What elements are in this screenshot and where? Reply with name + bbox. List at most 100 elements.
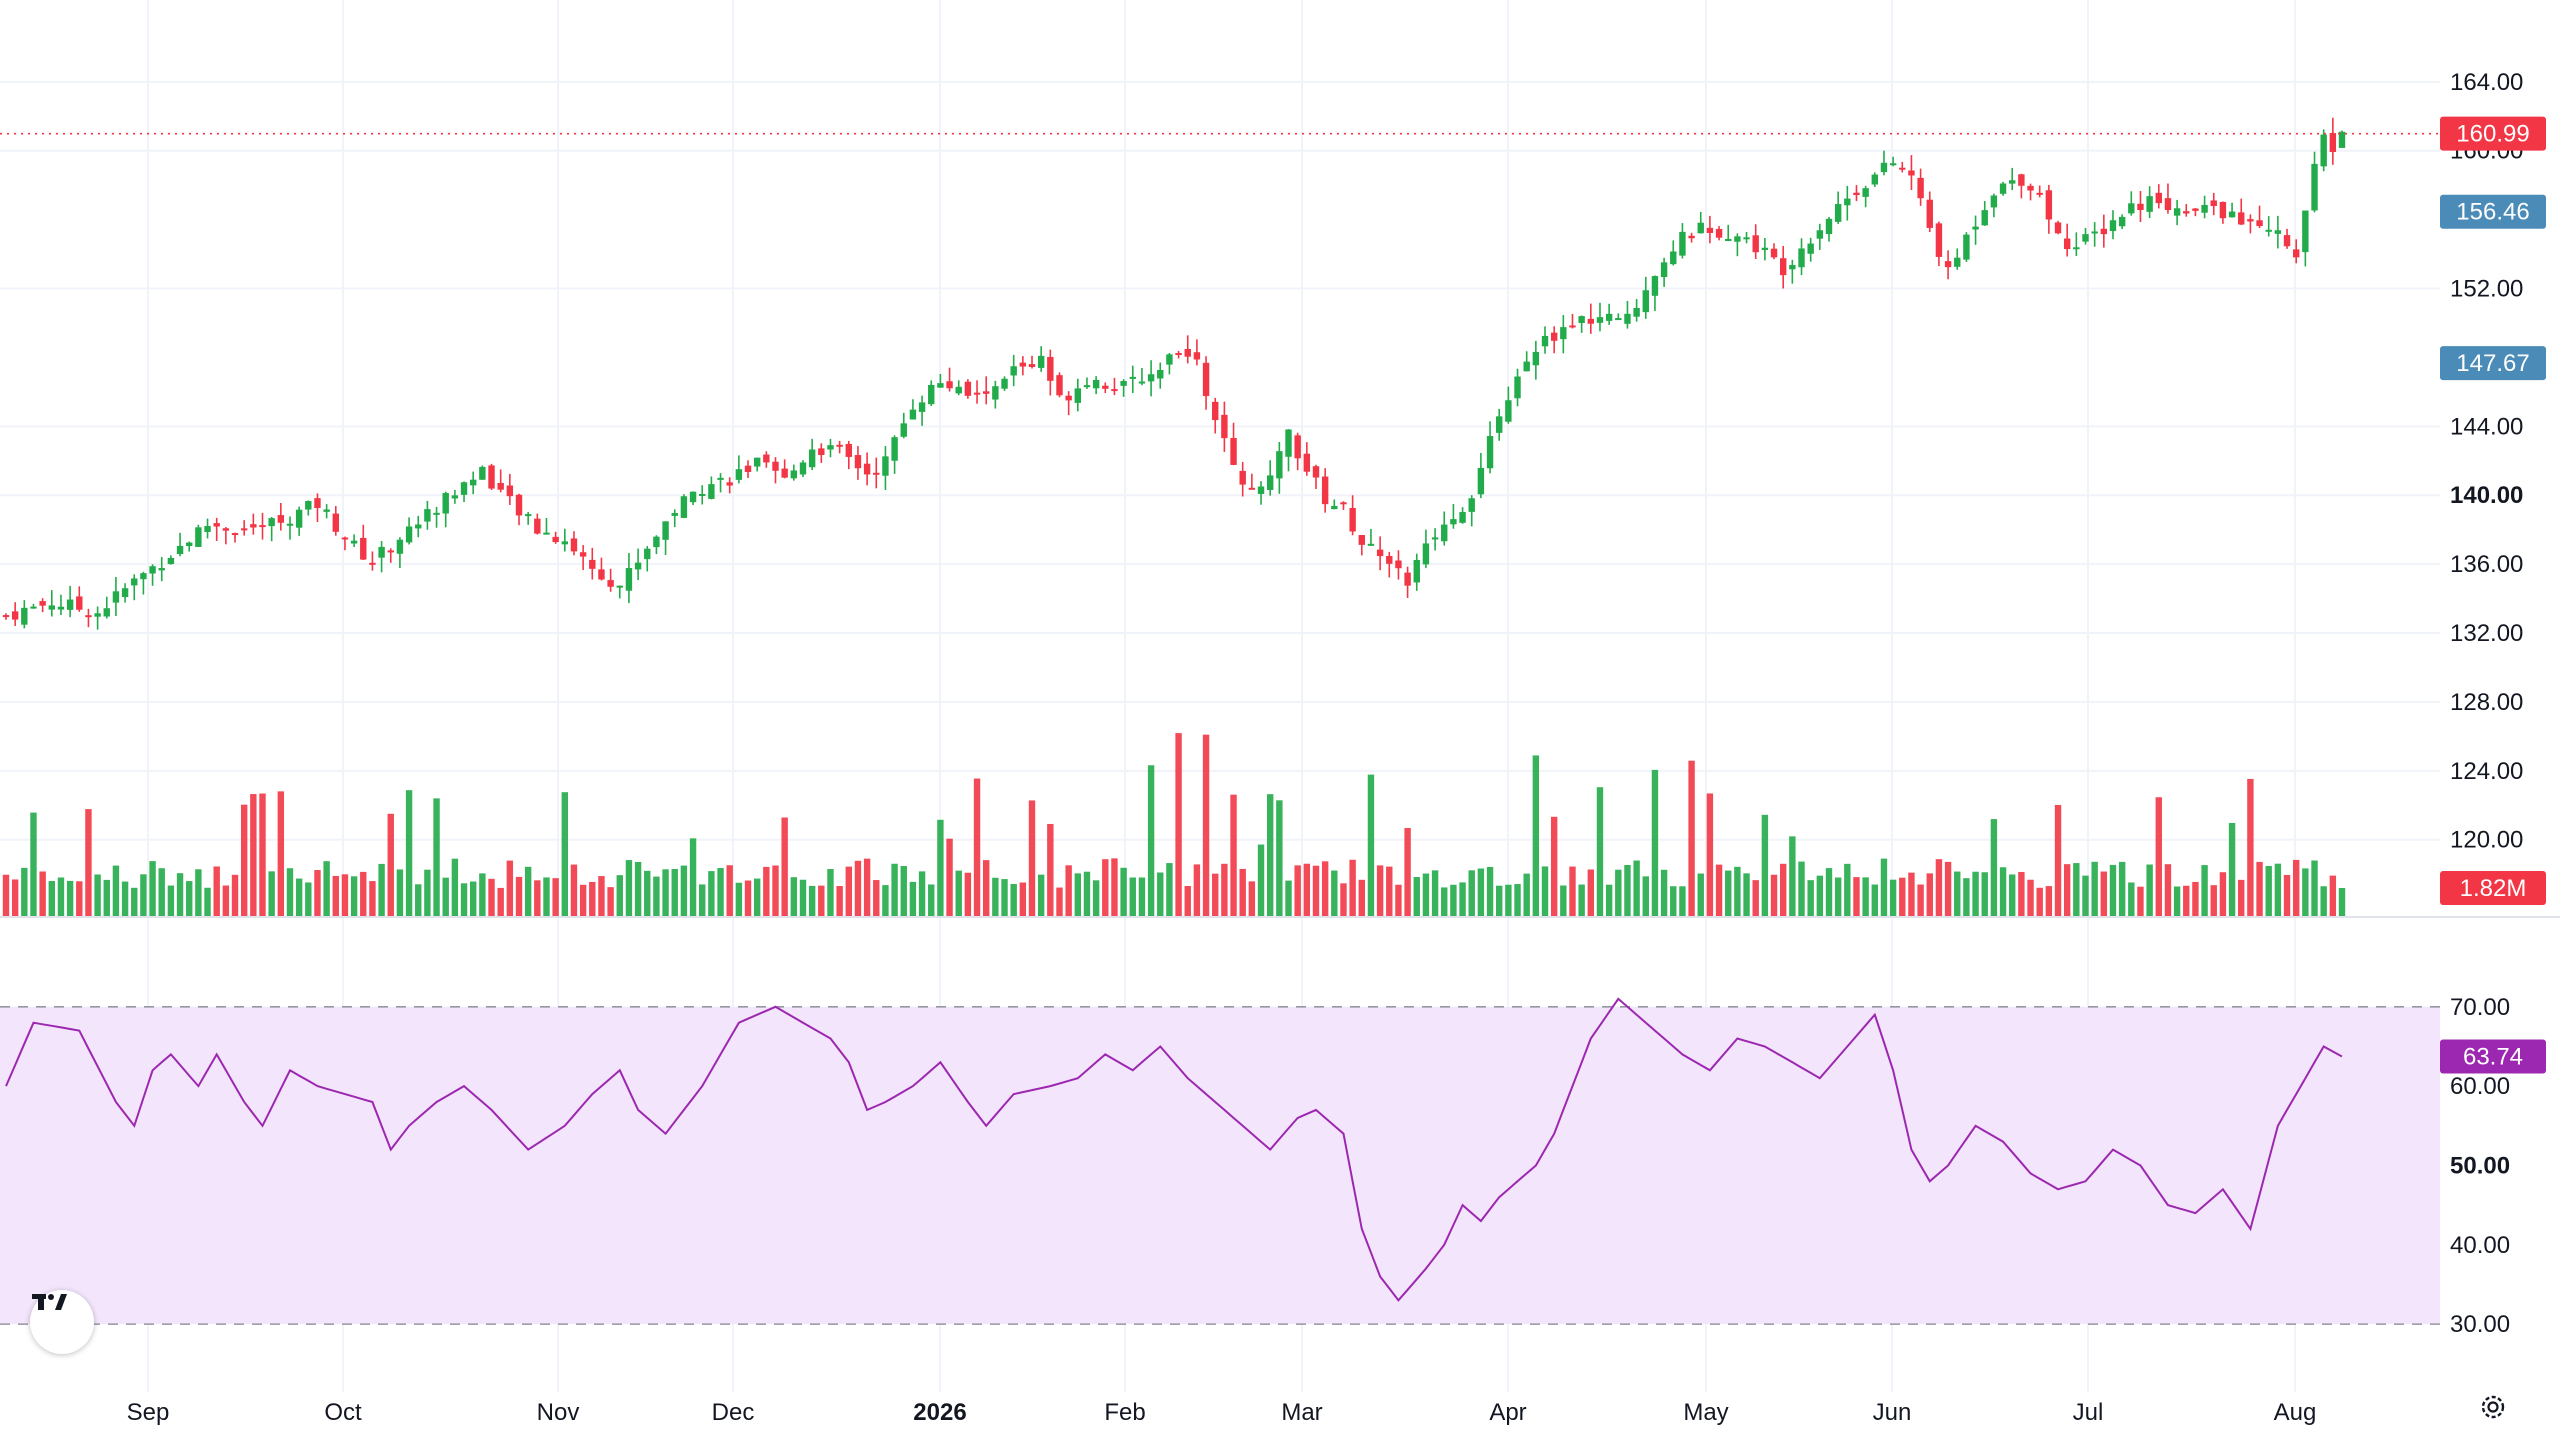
volume-bar — [1624, 864, 1631, 918]
candle-body — [2219, 201, 2227, 219]
candle-body — [405, 526, 413, 543]
volume-bar — [48, 881, 56, 918]
volume-bar — [1715, 864, 1723, 918]
volume-bar — [2063, 864, 2071, 918]
volume-bar — [772, 865, 779, 918]
candle-body — [1321, 476, 1329, 505]
candle-body — [1028, 364, 1036, 367]
candle-body — [1285, 429, 1292, 457]
volume-bar — [1193, 864, 1201, 918]
price-tick-label: 132.00 — [2450, 620, 2523, 647]
time-tick-label: Sep — [127, 1399, 170, 1426]
candle-body — [1844, 198, 1851, 206]
volume-bar — [305, 882, 312, 918]
candle-body — [1541, 335, 1549, 347]
candle-body — [909, 409, 917, 420]
volume-bar — [2155, 797, 2162, 918]
volume-bar — [781, 817, 788, 918]
volume-bar — [451, 858, 459, 918]
volume-bar — [1102, 859, 1109, 918]
volume-bar — [1056, 887, 1063, 918]
candle-body — [460, 482, 468, 495]
volume-value-badge-box — [2440, 871, 2546, 905]
volume-bar — [1642, 876, 1649, 918]
candle-body — [543, 532, 550, 535]
volume-bar — [552, 878, 559, 918]
candle-body — [1266, 475, 1274, 490]
candle-body — [1550, 332, 1558, 341]
volume-value-badge: 1.82M — [2440, 871, 2546, 905]
candle-body — [112, 591, 120, 603]
volume-bar — [1697, 873, 1704, 918]
price-tick-label: 152.00 — [2450, 276, 2523, 303]
candle-body — [2183, 211, 2190, 214]
volume-bar — [1514, 884, 1521, 918]
price-tick-label: 164.00 — [2450, 69, 2523, 96]
candle-body — [433, 512, 440, 515]
candle-body — [66, 599, 74, 610]
volume-bar — [2082, 875, 2089, 918]
candle-body — [552, 536, 559, 543]
candle-body — [1331, 505, 1338, 510]
candle-body — [1761, 247, 1769, 250]
volume-bar — [158, 868, 165, 918]
volume-bar — [570, 864, 578, 918]
volume-bar — [2173, 886, 2181, 918]
volume-bar — [1880, 858, 1888, 918]
volume-bar — [845, 866, 852, 918]
candle-body — [1001, 378, 1008, 389]
volume-bar — [873, 880, 880, 918]
volume-bar — [1431, 870, 1439, 918]
volume-bar — [2247, 778, 2254, 918]
candle-body — [882, 456, 889, 476]
time-tick-label: Jun — [1873, 1399, 1912, 1426]
volume-bar — [653, 876, 660, 918]
volume-bar — [2054, 804, 2062, 918]
volume-bar — [2091, 861, 2098, 918]
candle-body — [1102, 385, 1109, 389]
candle-body — [607, 580, 614, 587]
volume-bar — [94, 874, 101, 918]
candle-body — [1221, 414, 1228, 439]
volume-bar — [57, 877, 65, 918]
volume-bar — [1331, 870, 1338, 918]
candle-body — [295, 509, 303, 528]
candle-body — [204, 526, 211, 533]
volume-bar — [149, 861, 156, 918]
candle-body — [451, 495, 459, 499]
candle-body — [1468, 498, 1475, 512]
tradingview-logo[interactable] — [30, 1290, 94, 1354]
volume-bar — [2228, 822, 2236, 918]
candle-body — [1981, 210, 1988, 226]
volume-bar — [2100, 871, 2108, 918]
volume-bar — [561, 792, 569, 918]
rsi-tick-label: 40.00 — [2450, 1232, 2510, 1259]
candle-body — [387, 550, 394, 553]
volume-bar — [854, 860, 862, 918]
volume-bar — [1944, 861, 1952, 918]
volume-bar — [1221, 863, 1228, 918]
candle-body — [1276, 451, 1283, 479]
volume-bar — [231, 874, 239, 918]
volume-bar — [1578, 884, 1585, 918]
candle-body — [744, 465, 752, 472]
candle-body — [937, 383, 944, 388]
volume-bar — [1844, 863, 1851, 918]
candle-body — [1816, 230, 1824, 239]
candle-body — [1212, 401, 1219, 421]
volume-bar — [717, 868, 724, 918]
volume-bar — [1019, 882, 1027, 918]
volume-bar — [2109, 864, 2117, 918]
volume-bar — [964, 872, 972, 918]
volume-bar — [515, 876, 523, 918]
candle-body — [2128, 203, 2135, 214]
candle-body — [1505, 400, 1512, 422]
volume-bar — [827, 869, 834, 918]
moving-average-badge: 156.46 — [2440, 194, 2546, 229]
rsi-line — [5, 997, 2343, 1302]
chart-settings-button[interactable] — [2478, 1392, 2518, 1432]
candle-body — [1358, 535, 1365, 545]
candle-body — [470, 479, 477, 486]
last-price-badge-label: 160.99 — [2456, 121, 2529, 148]
